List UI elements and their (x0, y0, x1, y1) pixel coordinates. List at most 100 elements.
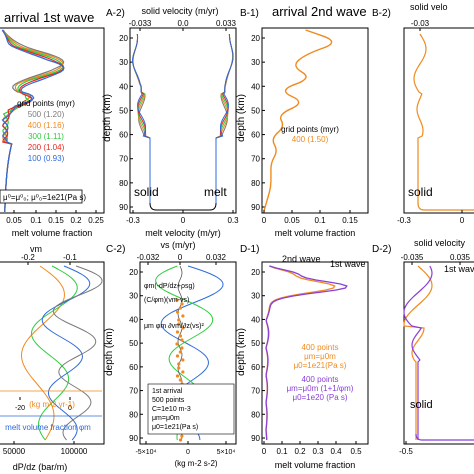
c2-info-line: μ0=1e21(Pa s) (152, 424, 198, 431)
c2-orange-point (177, 366, 181, 370)
panel-b2-top-ticks: -0.03 (411, 19, 430, 31)
panel-b2-top-axis-label: solid velo (410, 2, 448, 12)
panel-b1-label: B-1) (240, 8, 259, 19)
panel-d1-curves (265, 265, 348, 441)
panel-b1-legend-entry: 400 (1.50) (292, 135, 329, 144)
b2-base-line (417, 202, 474, 211)
panel-c1-xlabel: melt volume fraction φm (5, 423, 91, 432)
a2-solid-line (132, 33, 151, 204)
panel-b2: B-2) solid velo -0.03 solid -0.3 0 (372, 2, 474, 225)
xtick-label: 0 (262, 447, 267, 456)
panel-c2-annotation-3: μm φm ∂vm/∂z(vs)² (144, 323, 204, 330)
d1-legend-purple: μm=μ0m (1+1/φm) (287, 384, 354, 393)
d1-legend-purple: 400 points (302, 375, 339, 384)
panel-b2-solid-label: solid (408, 185, 433, 199)
ytick-label: 80 (129, 410, 138, 419)
panel-c2-ylabel: depth (km) (104, 328, 115, 376)
panel-a1-legend: 500 (1.20) 400 (1.16) 300 (1.11) 200 (1.04)… (28, 110, 65, 163)
panel-c2-annotation-2: (C/φm)(vm-vs) (144, 297, 189, 304)
c2-orange-point (180, 346, 184, 350)
xtick-label: 0 (262, 216, 267, 225)
panel-c1-xlabel2: dP/dz (bar/m) (13, 462, 68, 472)
panel-a2-melt-label: melt (204, 185, 227, 199)
panel-b1-yticks: 20 30 40 50 60 70 80 90 (251, 34, 265, 212)
c2-orange-point (175, 374, 180, 378)
panel-d1-wave1-label: 1st wave (330, 259, 366, 269)
c2-orange-point (178, 378, 182, 382)
panel-d1-wave2-label: 2nd wave (282, 254, 321, 264)
ytick-label: 60 (119, 131, 128, 140)
ytick-label: 80 (251, 410, 260, 419)
panel-d2: D-2) solid velocity -0.035 0.035 1st wave… (372, 238, 474, 456)
ytick-label: 60 (129, 363, 138, 372)
xtick-label: -0.3 (126, 216, 140, 225)
ytick-label: 40 (119, 82, 128, 91)
ytick-label: 50 (129, 339, 138, 348)
c2-orange-point (177, 362, 181, 366)
panel-c2-annotation-1: φm(-dP/dz+ρsg) (144, 283, 195, 290)
ytick-label: 20 (251, 268, 260, 277)
d2-series-line (403, 265, 433, 440)
panel-c1-frame (0, 261, 105, 445)
panel-c2: C-2) vs (m/yr) -0.032 0 0.032 20 30 40 50 60 70… (104, 240, 237, 468)
panel-a2-top-ticks: -0.033 0.0 0.033 (129, 19, 237, 31)
panel-b2-xticks: -0.3 0 (397, 210, 465, 225)
ytick-label: 30 (251, 58, 260, 67)
panel-c1-curves (0, 265, 103, 441)
a2-solid-line (132, 33, 151, 204)
xtick-label: 0.1 (30, 216, 42, 225)
c2-orange-point (175, 310, 180, 314)
ytick-label: 40 (251, 82, 260, 91)
panel-d2-wave1-label: 1st wave (444, 264, 474, 274)
c2-orange-point (175, 342, 179, 346)
panel-d2-solid-label: solid (410, 399, 433, 411)
panel-b1-xticks: 0 0.05 0.1 0.15 (262, 210, 358, 225)
top-tick-label: 0.0 (177, 19, 189, 28)
xtick-label: 0.2 (294, 447, 306, 456)
panel-b1-title: arrival 2nd wave (272, 4, 367, 19)
c2-orange-point (181, 326, 185, 330)
panel-a1-formula-box (0, 189, 83, 204)
ytick-label: 30 (119, 58, 128, 67)
c2-orange-point (178, 306, 182, 310)
panel-a1: arrival 1st wave grid points (myr) 500 (… (0, 10, 105, 238)
ytick-label: 70 (251, 387, 260, 396)
d1-legend-orange: 400 points (302, 343, 339, 352)
xtick-label: 0.2 (70, 216, 82, 225)
panel-c2-xticks: -5×10⁴ 0 5×10⁴ (135, 441, 235, 456)
legend-entry: 400 (1.16) (28, 121, 65, 130)
c2-orange-point (177, 322, 181, 326)
panel-c2-top-axis-label: vs (m/yr) (161, 240, 196, 250)
ytick-label: 90 (119, 203, 128, 212)
ytick-label: 90 (129, 434, 138, 443)
xtick-label: 0.1 (276, 447, 288, 456)
panel-d1-yticks: 20 30 40 50 60 70 80 90 (251, 268, 265, 443)
c2-orange-point (180, 302, 184, 306)
d1-legend-orange: μm=μ0m (304, 352, 336, 361)
panel-a1-curves (1, 29, 65, 213)
xtick-label: 0.05 (284, 216, 300, 225)
ytick-label: 90 (251, 434, 260, 443)
panel-a1-formula: μ⁰=μ⁰₀; μ⁰₀=1e21(Pa s) (3, 193, 86, 202)
ytick-label: 30 (129, 292, 138, 301)
c1-series-line (21, 265, 65, 441)
xtick-label: 0 (460, 216, 465, 225)
c2-orange-point (178, 438, 183, 442)
ytick-label: 90 (251, 203, 260, 212)
panel-b1-curves (263, 29, 333, 212)
legend-entry: 200 (1.04) (28, 143, 65, 152)
panel-d1: D-1) 20 30 40 50 60 70 80 90 depth (km) 2nd wav… (236, 244, 369, 470)
top-tick-label: 0.032 (206, 253, 227, 262)
panel-c1-x2label: (kg m-2 yr-1) (29, 400, 75, 409)
xtick-label: 0.3 (227, 216, 239, 225)
panel-d2-frame (403, 261, 474, 445)
ytick-label: 80 (119, 179, 128, 188)
ytick-label: 40 (251, 315, 260, 324)
d1-legend-orange: μ0=1e21(Pa s) (294, 361, 347, 370)
top-tick-label: -0.032 (137, 253, 160, 262)
panel-c2-top-ticks: -0.032 0 0.032 (137, 253, 227, 265)
panel-c1-x2ticks: -20 0 (15, 397, 72, 412)
panel-b1: B-1) arrival 2nd wave 20 30 40 50 60 70 80 90 d… (236, 4, 369, 238)
panel-d2-xticks: -0.5 (399, 441, 413, 456)
panel-c2-yticks: 20 30 40 50 60 70 80 90 (129, 268, 143, 443)
